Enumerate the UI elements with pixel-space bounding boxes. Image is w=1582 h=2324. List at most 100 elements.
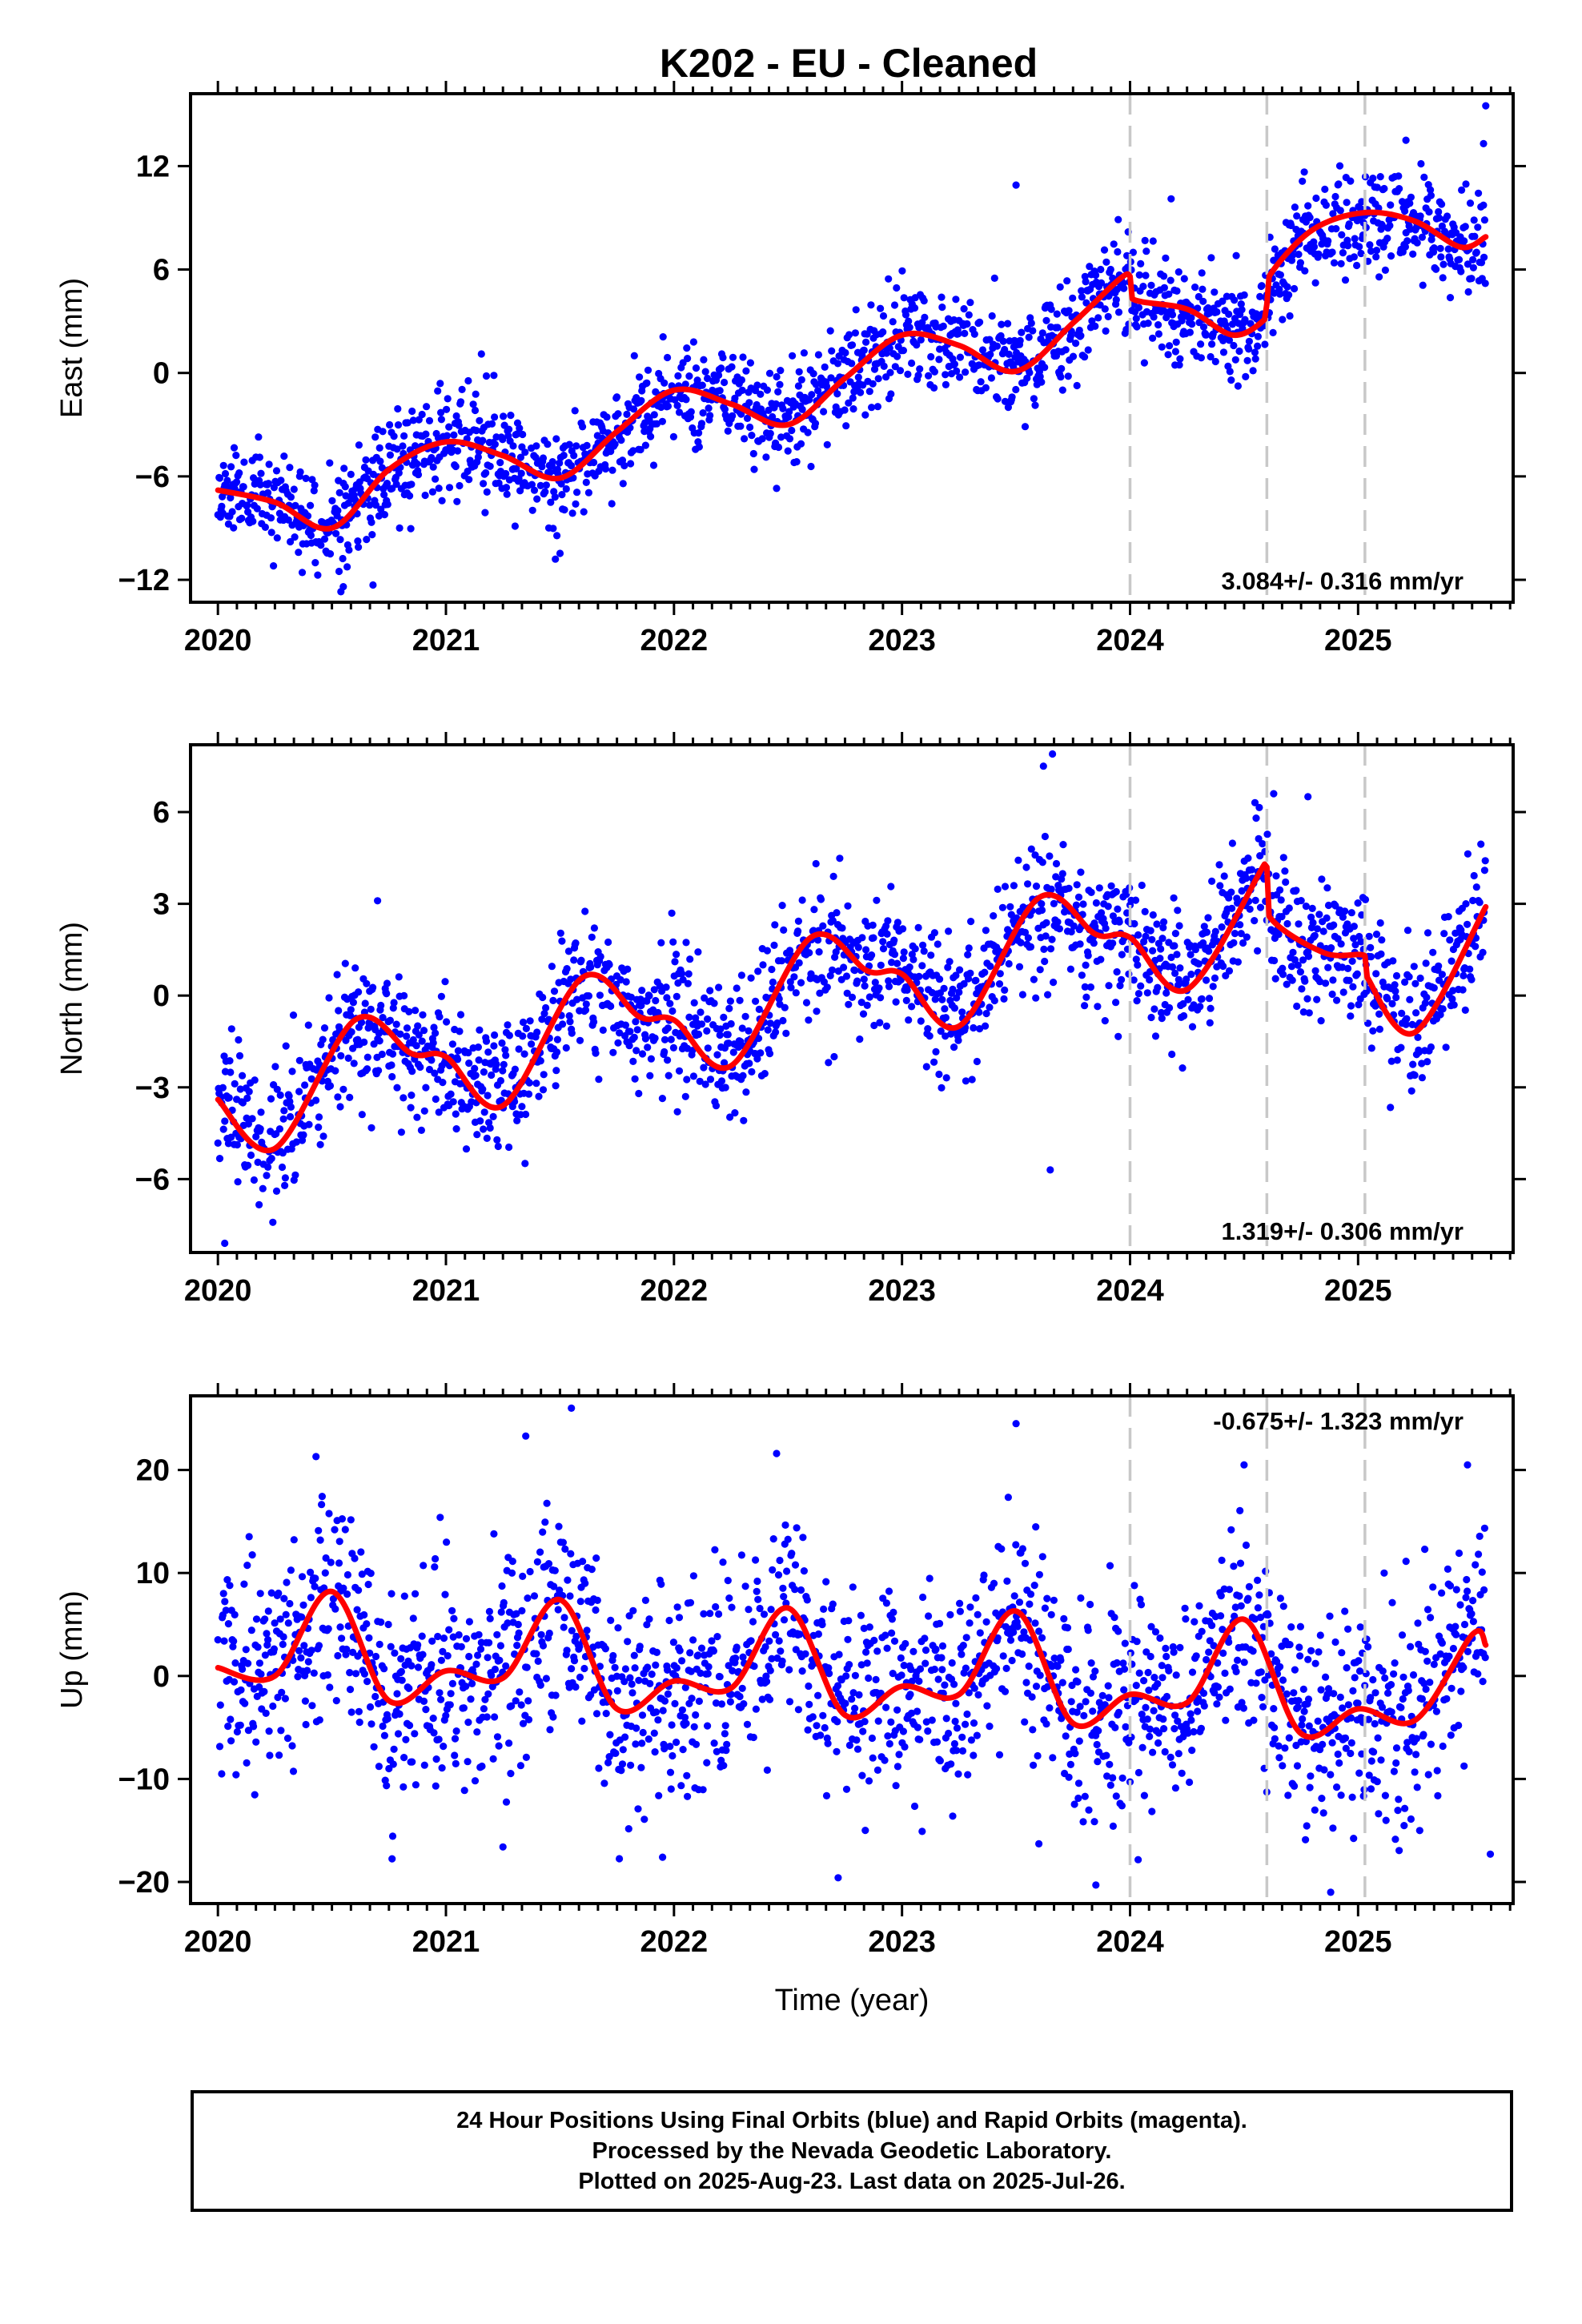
data-point	[925, 1612, 933, 1620]
data-point	[854, 943, 862, 951]
data-point	[387, 1061, 396, 1069]
data-point	[524, 1715, 533, 1723]
data-point	[822, 1791, 831, 1799]
data-point	[380, 511, 388, 519]
data-point	[363, 1678, 371, 1686]
data-point	[1251, 348, 1259, 356]
data-point	[1208, 877, 1216, 885]
data-point	[412, 1781, 420, 1789]
data-point	[1058, 386, 1066, 394]
data-point	[400, 1783, 408, 1791]
data-point	[278, 1163, 287, 1172]
data-point	[1254, 332, 1262, 340]
data-point	[700, 1610, 708, 1618]
data-point	[1372, 253, 1380, 261]
data-point	[998, 903, 1006, 911]
data-point	[903, 986, 911, 994]
data-point	[813, 1722, 821, 1730]
data-point	[502, 484, 511, 492]
data-point	[928, 1716, 936, 1724]
data-point	[388, 1832, 397, 1840]
data-point	[1052, 859, 1061, 868]
data-point	[625, 1042, 633, 1050]
data-point	[436, 380, 444, 388]
data-point	[500, 1060, 508, 1068]
data-point	[1289, 948, 1297, 956]
data-point	[701, 368, 709, 376]
data-point	[351, 964, 359, 972]
data-point	[257, 1670, 265, 1679]
data-point	[920, 947, 928, 955]
data-point	[645, 991, 653, 1000]
data-point	[765, 1050, 774, 1058]
data-point	[358, 1570, 366, 1578]
data-point	[1062, 346, 1070, 354]
data-point	[326, 1082, 335, 1090]
data-point	[462, 1683, 470, 1691]
data-point	[271, 1063, 279, 1071]
data-point	[820, 978, 828, 986]
data-point	[429, 463, 437, 471]
data-point	[363, 979, 371, 987]
data-point	[224, 1723, 232, 1731]
data-point	[1439, 274, 1447, 282]
data-point	[395, 469, 403, 477]
x-tick-label: 2023	[868, 624, 936, 657]
data-point	[795, 959, 803, 967]
data-point	[661, 1697, 669, 1705]
data-point	[448, 1040, 457, 1048]
data-point	[617, 1767, 625, 1775]
data-point	[233, 478, 241, 486]
data-point	[1196, 1003, 1204, 1011]
data-point	[888, 1629, 896, 1637]
data-point	[1423, 993, 1431, 1002]
data-point	[402, 1735, 410, 1743]
data-point	[341, 1526, 349, 1534]
data-point	[1160, 272, 1168, 280]
data-point	[932, 1047, 940, 1055]
data-point	[901, 311, 910, 319]
data-point	[874, 1717, 882, 1725]
data-point	[1477, 840, 1485, 848]
data-point	[526, 1567, 534, 1576]
data-point	[717, 364, 725, 372]
data-point	[1278, 913, 1286, 921]
data-point	[1269, 328, 1277, 336]
data-point	[1160, 918, 1168, 926]
data-point	[1047, 885, 1055, 893]
data-point	[616, 1855, 624, 1863]
data-point	[1157, 1008, 1166, 1017]
data-point	[1312, 194, 1320, 203]
data-point	[645, 1615, 653, 1623]
data-point	[681, 1714, 689, 1722]
data-point	[1209, 983, 1217, 991]
data-point	[1102, 924, 1110, 932]
data-point	[346, 1011, 355, 1019]
data-point	[1078, 293, 1086, 301]
data-point	[406, 492, 414, 500]
data-point	[1423, 929, 1432, 937]
data-point	[870, 1636, 878, 1644]
data-point	[236, 1085, 244, 1093]
data-point	[762, 1672, 770, 1680]
data-point	[485, 1638, 493, 1647]
data-point	[948, 1659, 956, 1667]
data-point	[1228, 839, 1236, 847]
data-point	[644, 1663, 652, 1671]
data-point	[817, 1731, 825, 1739]
data-point	[1386, 222, 1394, 230]
data-point	[1149, 334, 1157, 342]
data-point	[755, 1005, 763, 1013]
data-point	[637, 1001, 645, 1010]
data-point	[863, 1001, 871, 1009]
data-point	[1307, 913, 1315, 921]
data-point	[819, 922, 827, 930]
data-point	[1059, 841, 1067, 849]
data-point	[1381, 266, 1389, 274]
data-point	[842, 422, 850, 430]
data-point	[534, 1657, 542, 1665]
data-point	[876, 1019, 884, 1027]
data-point	[941, 1681, 949, 1689]
data-point	[865, 1777, 873, 1785]
data-point	[736, 996, 744, 1004]
